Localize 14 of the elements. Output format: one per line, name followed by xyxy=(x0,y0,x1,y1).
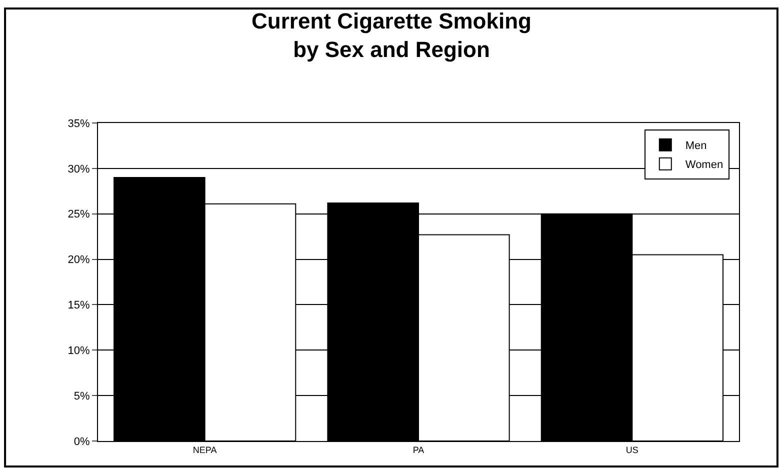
x-tick-label: PA xyxy=(412,444,424,455)
y-tick-label: 5% xyxy=(74,390,90,402)
y-tick-label: 0% xyxy=(74,436,90,448)
chart-title: Current Cigarette Smoking by Sex and Region xyxy=(252,8,532,62)
x-tick-label: US xyxy=(626,444,638,455)
legend-label: Men xyxy=(685,140,707,152)
y-tick-label: 30% xyxy=(68,163,90,176)
y-tick-label: 25% xyxy=(68,208,90,221)
y-tick-label: 35% xyxy=(68,118,90,130)
legend-label: Women xyxy=(685,159,724,172)
y-tick-label: 20% xyxy=(68,254,90,266)
y-tick-label: 10% xyxy=(68,344,90,357)
y-tick-label: 15% xyxy=(68,300,90,312)
x-tick-label: NEPA xyxy=(192,444,217,455)
